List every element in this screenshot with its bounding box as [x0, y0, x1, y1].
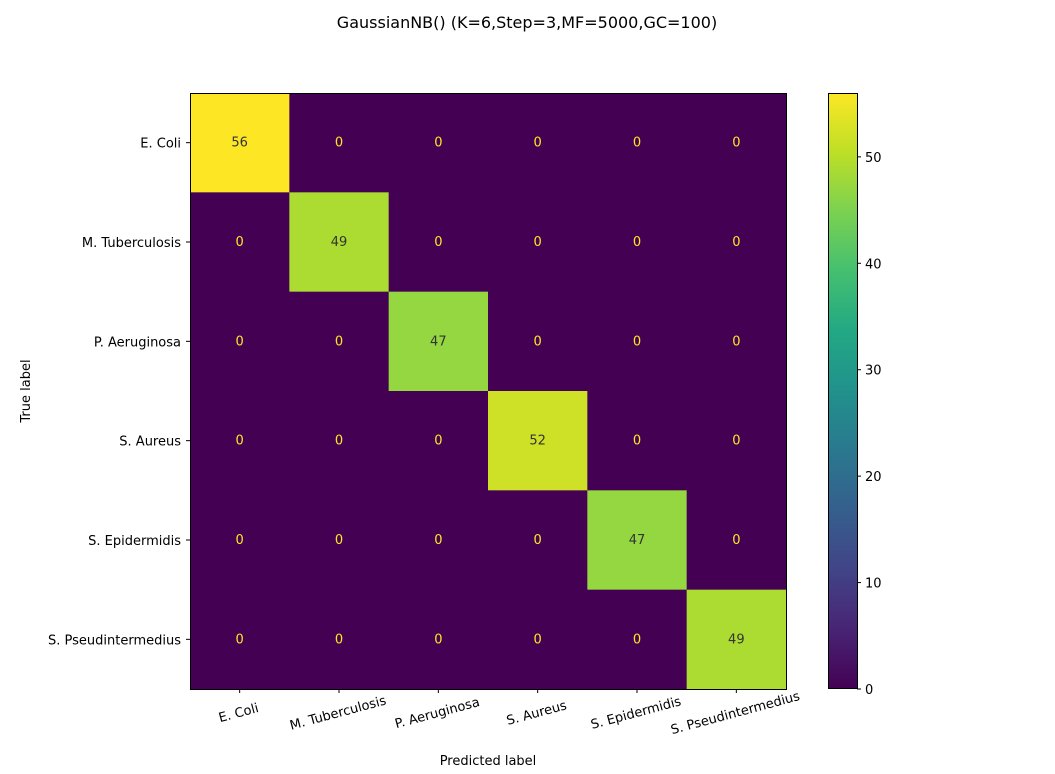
heatmap-cell — [686, 391, 787, 491]
heatmap-cell — [587, 490, 688, 591]
cell-value-label: 0 — [534, 235, 542, 250]
heatmap-cell — [488, 391, 588, 491]
colorbar-tick-label: 20 — [865, 470, 882, 485]
cell-value-label: 52 — [529, 434, 546, 449]
heatmap-cell — [388, 93, 489, 193]
heatmap-cell — [190, 490, 290, 591]
heatmap-cell — [289, 291, 390, 392]
heatmap-cell — [488, 589, 588, 690]
x-tick-label: S. Aureus — [505, 698, 569, 729]
cell-value-label: 0 — [335, 136, 343, 151]
heatmap-cell — [686, 589, 787, 690]
cell-value-label: 0 — [335, 533, 343, 548]
cell-value-label: 56 — [231, 136, 248, 151]
colorbar — [828, 93, 857, 689]
heatmap-cell — [190, 391, 290, 491]
colorbar-tick-label: 0 — [865, 683, 873, 698]
cell-value-label: 0 — [633, 434, 641, 449]
y-tick-label: S. Pseudintermedius — [48, 633, 181, 648]
cell-value-label: 0 — [534, 334, 542, 349]
cell-value-label: 0 — [732, 334, 740, 349]
cell-value-label: 47 — [629, 533, 646, 548]
heatmap-cell — [587, 93, 688, 193]
heatmap-cell — [686, 490, 787, 591]
cell-value-label: 0 — [236, 235, 244, 250]
x-tick-label: P. Aeruginosa — [393, 695, 481, 732]
heatmap-cell — [587, 391, 688, 491]
x-tick-label: E. Coli — [217, 701, 260, 726]
heatmap-cell — [289, 490, 390, 591]
cell-value-label: 0 — [633, 136, 641, 151]
cell-value-label: 0 — [335, 434, 343, 449]
cell-value-label: 0 — [434, 632, 442, 647]
heatmap-cell — [289, 391, 390, 491]
heatmap-cell — [686, 93, 787, 193]
heatmap-cell — [190, 192, 290, 293]
cell-value-label: 0 — [236, 533, 244, 548]
chart-title: GaussianNB() (K=6,Step=3,MF=5000,GC=100) — [337, 13, 717, 32]
cell-value-label: 49 — [331, 235, 348, 250]
cell-value-label: 0 — [236, 434, 244, 449]
heatmap-cell — [587, 192, 688, 293]
heatmap-cell — [289, 192, 390, 293]
x-tick-label: M. Tuberculosis — [288, 693, 388, 733]
cell-value-label: 47 — [430, 334, 447, 349]
heatmap-cell — [388, 589, 489, 690]
plot-frame — [190, 93, 787, 690]
heatmap-cell — [488, 93, 588, 193]
heatmap-cell — [388, 391, 489, 491]
heatmap-cell — [388, 490, 489, 591]
cell-value-label: 0 — [434, 136, 442, 151]
y-tick-label: P. Aeruginosa — [94, 335, 181, 350]
cell-value-label: 0 — [434, 533, 442, 548]
heatmap-cell — [587, 291, 688, 392]
heatmap-cell — [388, 291, 489, 392]
cell-value-label: 0 — [236, 334, 244, 349]
x-axis-label: Predicted label — [440, 754, 537, 769]
cell-value-label: 0 — [236, 632, 244, 647]
cell-value-label: 0 — [732, 434, 740, 449]
heatmap-cell — [190, 589, 290, 690]
cell-value-label: 0 — [534, 632, 542, 647]
heatmap-cell — [587, 589, 688, 690]
cell-value-label: 0 — [732, 533, 740, 548]
cell-value-label: 0 — [633, 235, 641, 250]
heatmap-cell — [488, 192, 588, 293]
y-axis-label: True label — [19, 359, 34, 423]
cell-value-label: 0 — [633, 632, 641, 647]
x-tick-label: S. Epidermidis — [589, 694, 683, 733]
y-tick-label: E. Coli — [140, 137, 181, 152]
heatmap-cell — [686, 192, 787, 293]
y-tick-label: S. Aureus — [119, 435, 181, 450]
heatmap-cell — [190, 93, 290, 193]
cell-value-label: 0 — [335, 632, 343, 647]
cell-value-label: 0 — [732, 136, 740, 151]
heatmap-cell — [289, 589, 390, 690]
colorbar-tick-label: 40 — [865, 257, 882, 272]
cell-value-label: 0 — [534, 533, 542, 548]
cell-value-label: 0 — [434, 235, 442, 250]
heatmap-cell — [686, 291, 787, 392]
x-tick-label: S. Pseudintermedius — [669, 689, 802, 738]
colorbar-tick-label: 30 — [865, 364, 882, 379]
cell-value-label: 0 — [434, 434, 442, 449]
heatmap-cell — [488, 291, 588, 392]
colorbar-frame — [828, 93, 858, 689]
cell-value-label: 0 — [335, 334, 343, 349]
heatmap-cell — [190, 291, 290, 392]
heatmap-cell — [488, 490, 588, 591]
cell-value-label: 0 — [633, 334, 641, 349]
cell-value-label: 0 — [732, 235, 740, 250]
cell-value-label: 0 — [534, 136, 542, 151]
colorbar-tick-label: 10 — [865, 577, 882, 592]
y-tick-label: S. Epidermidis — [88, 534, 181, 549]
cell-value-label: 49 — [728, 632, 745, 647]
heatmap-cell — [388, 192, 489, 293]
y-tick-label: M. Tuberculosis — [82, 236, 181, 251]
colorbar-tick-label: 50 — [865, 151, 882, 166]
heatmap-cell — [289, 93, 390, 193]
